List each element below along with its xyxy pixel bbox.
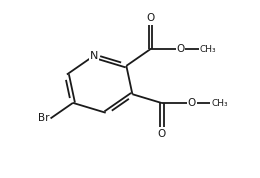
Text: O: O bbox=[176, 44, 185, 54]
Text: O: O bbox=[158, 129, 166, 139]
Text: O: O bbox=[146, 13, 155, 23]
Text: CH₃: CH₃ bbox=[211, 99, 228, 108]
Text: Br: Br bbox=[38, 113, 49, 123]
Text: CH₃: CH₃ bbox=[199, 45, 216, 54]
Text: O: O bbox=[188, 98, 196, 108]
Text: N: N bbox=[89, 51, 98, 61]
